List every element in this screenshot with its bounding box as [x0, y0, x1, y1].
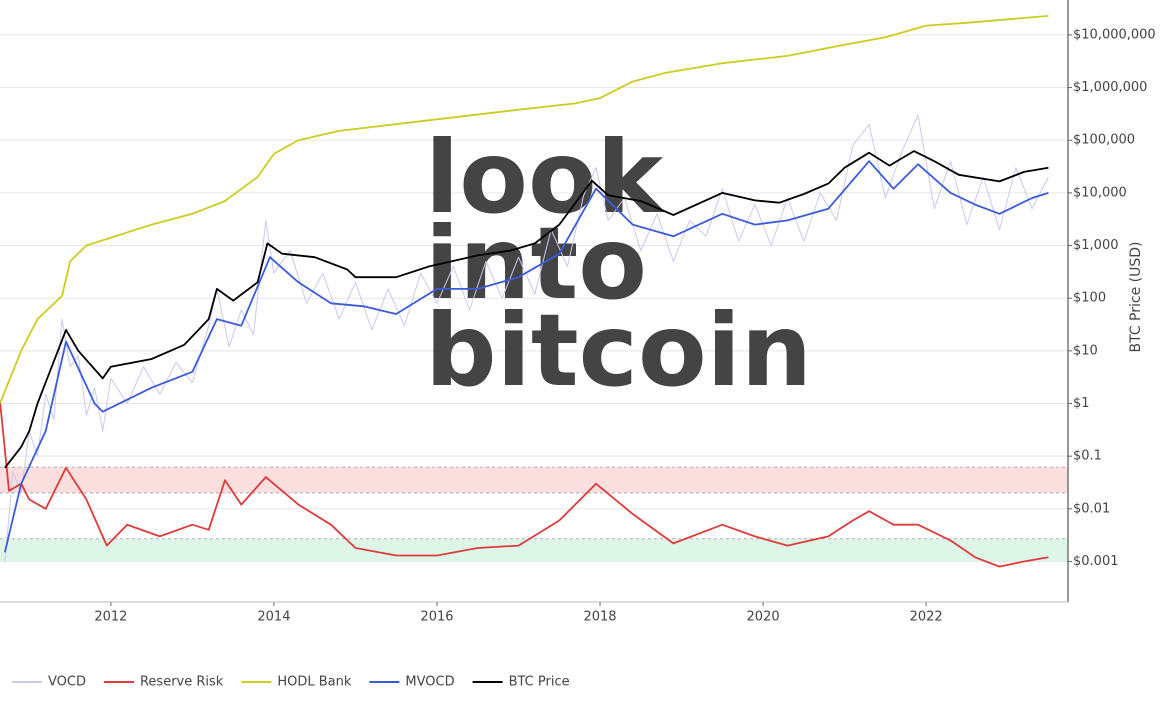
watermark-text: bitcoin: [425, 292, 812, 409]
y-tick-label: $10,000: [1073, 185, 1127, 200]
band: [0, 538, 1068, 562]
watermark-text: into: [425, 205, 647, 322]
grid: [0, 34, 1068, 562]
legend-item[interactable]: VOCD: [12, 675, 86, 690]
watermark: look into bitcoin: [425, 119, 812, 409]
y-tick-label: $1,000: [1073, 238, 1119, 253]
y-tick-label: $0.001: [1073, 554, 1119, 569]
series-line: [4, 160, 1049, 553]
lines: [0, 15, 1049, 568]
y-axis-label: BTC Price (USD): [1128, 241, 1144, 352]
x-tick-label: 2016: [420, 610, 453, 625]
y-tick-label: $0.01: [1073, 501, 1110, 516]
x-tick-label: 2018: [583, 610, 616, 625]
legend-item[interactable]: BTC Price: [472, 675, 570, 690]
band: [0, 467, 1068, 493]
legend-label: VOCD: [48, 675, 86, 690]
y-tick-label: $10: [1073, 343, 1098, 358]
x-tick-label: 2014: [257, 610, 290, 625]
legend-label: BTC Price: [509, 675, 570, 690]
legend-label: HODL Bank: [277, 675, 352, 690]
legend-item[interactable]: Reserve Risk: [103, 675, 224, 690]
x-tick-label: 2012: [94, 610, 127, 625]
y-tick-label: $1: [1073, 396, 1090, 411]
legend-label: MVOCD: [405, 675, 454, 690]
x-tick-label: 2020: [747, 610, 780, 625]
y-tick-label: $0.1: [1073, 449, 1102, 464]
bands: [0, 466, 1068, 562]
x-tick-label: 2022: [910, 610, 943, 625]
y-tick-label: $100: [1073, 291, 1106, 306]
series-line: [0, 401, 1049, 568]
series-line: [4, 150, 1049, 469]
legend-item[interactable]: MVOCD: [369, 675, 455, 690]
y-tick-label: $10,000,000: [1073, 27, 1156, 42]
y-tick-label: $1,000,000: [1073, 80, 1147, 95]
axes: $0.001 $0.01 $0.1 $1 $10 $100 $1,000 $10,000 $10…: [0, 0, 1156, 625]
legend-item[interactable]: HODL Bank: [241, 675, 352, 690]
legend-label: Reserve Risk: [140, 675, 224, 690]
series-line: [0, 15, 1049, 404]
y-tick-label: $100,000: [1073, 133, 1135, 148]
legend: VOCD Reserve Risk HODL Bank MVOCD BTC Price: [12, 675, 570, 690]
